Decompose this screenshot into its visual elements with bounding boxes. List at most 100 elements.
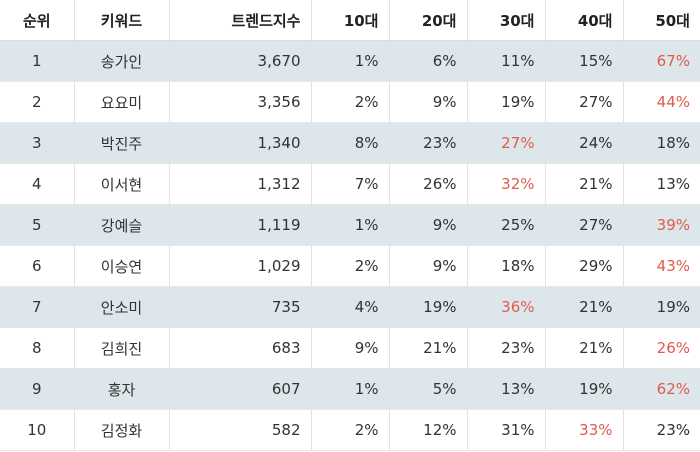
trend-index-cell: 3,670 [169, 40, 312, 82]
age-share-cell: 23% [623, 409, 700, 451]
age-share-cell: 43% [623, 245, 700, 287]
age-share-cell: 33% [545, 409, 624, 451]
age-share-cell: 18% [623, 122, 700, 164]
age-share-cell: 32% [467, 163, 546, 205]
age-share-cell: 21% [545, 286, 624, 328]
rank-cell: 10 [0, 409, 75, 451]
header-age-40s: 40대 [545, 0, 624, 41]
age-share-cell: 11% [467, 40, 546, 82]
header-row: 순위 키워드 트렌드지수 10대 20대 30대 40대 50대 [0, 0, 700, 41]
rank-cell: 6 [0, 245, 75, 287]
age-share-cell: 21% [545, 163, 624, 205]
age-share-cell: 1% [311, 40, 390, 82]
age-share-cell: 15% [545, 40, 624, 82]
rank-cell: 9 [0, 368, 75, 410]
rank-cell: 5 [0, 204, 75, 246]
header-age-30s: 30대 [467, 0, 546, 41]
rank-cell: 8 [0, 327, 75, 369]
rank-cell: 1 [0, 40, 75, 82]
age-share-cell: 36% [467, 286, 546, 328]
age-share-cell: 24% [545, 122, 624, 164]
age-share-cell: 19% [545, 368, 624, 410]
age-share-cell: 44% [623, 81, 700, 123]
table-row: 5 강예슬 1,119 1% 9% 25% 27% 39% [0, 204, 700, 246]
table-body: 1 송가인 3,670 1% 6% 11% 15% 67% 2 요요미 3,356 2% 9% 19% 27… [0, 40, 700, 451]
trend-index-cell: 1,029 [169, 245, 312, 287]
age-share-cell: 67% [623, 40, 700, 82]
rank-cell: 4 [0, 163, 75, 205]
trend-index-cell: 1,119 [169, 204, 312, 246]
age-share-cell: 13% [467, 368, 546, 410]
age-share-cell: 7% [311, 163, 390, 205]
table-row: 4 이서현 1,312 7% 26% 32% 21% 13% [0, 163, 700, 205]
keyword-cell: 홍자 [74, 368, 170, 410]
table-row: 1 송가인 3,670 1% 6% 11% 15% 67% [0, 40, 700, 82]
header-keyword: 키워드 [74, 0, 170, 41]
age-share-cell: 19% [467, 81, 546, 123]
keyword-cell: 안소미 [74, 286, 170, 328]
header-trend-index: 트렌드지수 [169, 0, 312, 41]
age-share-cell: 9% [389, 245, 468, 287]
age-share-cell: 27% [545, 81, 624, 123]
table-row: 10 김정화 582 2% 12% 31% 33% 23% [0, 409, 700, 451]
keyword-cell: 요요미 [74, 81, 170, 123]
age-share-cell: 13% [623, 163, 700, 205]
age-share-cell: 23% [389, 122, 468, 164]
table-row: 3 박진주 1,340 8% 23% 27% 24% 18% [0, 122, 700, 164]
age-share-cell: 18% [467, 245, 546, 287]
header-age-50s: 50대 [623, 0, 700, 41]
trend-index-cell: 735 [169, 286, 312, 328]
age-share-cell: 8% [311, 122, 390, 164]
rank-cell: 2 [0, 81, 75, 123]
age-share-cell: 39% [623, 204, 700, 246]
age-share-cell: 4% [311, 286, 390, 328]
keyword-cell: 이승연 [74, 245, 170, 287]
age-share-cell: 6% [389, 40, 468, 82]
age-share-cell: 27% [545, 204, 624, 246]
age-share-cell: 29% [545, 245, 624, 287]
trend-index-cell: 1,340 [169, 122, 312, 164]
keyword-cell: 강예슬 [74, 204, 170, 246]
age-share-cell: 21% [389, 327, 468, 369]
age-share-cell: 2% [311, 81, 390, 123]
age-share-cell: 9% [389, 81, 468, 123]
keyword-cell: 이서현 [74, 163, 170, 205]
age-share-cell: 12% [389, 409, 468, 451]
age-share-cell: 19% [389, 286, 468, 328]
keyword-cell: 송가인 [74, 40, 170, 82]
trend-index-cell: 683 [169, 327, 312, 369]
age-share-cell: 62% [623, 368, 700, 410]
age-share-cell: 19% [623, 286, 700, 328]
age-share-cell: 5% [389, 368, 468, 410]
table-row: 7 안소미 735 4% 19% 36% 21% 19% [0, 286, 700, 328]
trend-index-cell: 582 [169, 409, 312, 451]
age-share-cell: 25% [467, 204, 546, 246]
keyword-cell: 김정화 [74, 409, 170, 451]
table-row: 9 홍자 607 1% 5% 13% 19% 62% [0, 368, 700, 410]
header-age-20s: 20대 [389, 0, 468, 41]
trend-index-cell: 1,312 [169, 163, 312, 205]
age-share-cell: 27% [467, 122, 546, 164]
age-share-cell: 31% [467, 409, 546, 451]
header-rank: 순위 [0, 0, 75, 41]
age-share-cell: 1% [311, 204, 390, 246]
rank-cell: 3 [0, 122, 75, 164]
age-share-cell: 23% [467, 327, 546, 369]
age-share-cell: 2% [311, 245, 390, 287]
header-age-10s: 10대 [311, 0, 390, 41]
table-row: 2 요요미 3,356 2% 9% 19% 27% 44% [0, 81, 700, 123]
age-share-cell: 2% [311, 409, 390, 451]
age-share-cell: 1% [311, 368, 390, 410]
age-share-cell: 21% [545, 327, 624, 369]
keyword-cell: 김희진 [74, 327, 170, 369]
age-share-cell: 9% [311, 327, 390, 369]
age-share-cell: 9% [389, 204, 468, 246]
table-row: 6 이승연 1,029 2% 9% 18% 29% 43% [0, 245, 700, 287]
rank-cell: 7 [0, 286, 75, 328]
table-row: 8 김희진 683 9% 21% 23% 21% 26% [0, 327, 700, 369]
keyword-cell: 박진주 [74, 122, 170, 164]
trend-index-cell: 607 [169, 368, 312, 410]
trend-index-cell: 3,356 [169, 81, 312, 123]
age-share-cell: 26% [389, 163, 468, 205]
